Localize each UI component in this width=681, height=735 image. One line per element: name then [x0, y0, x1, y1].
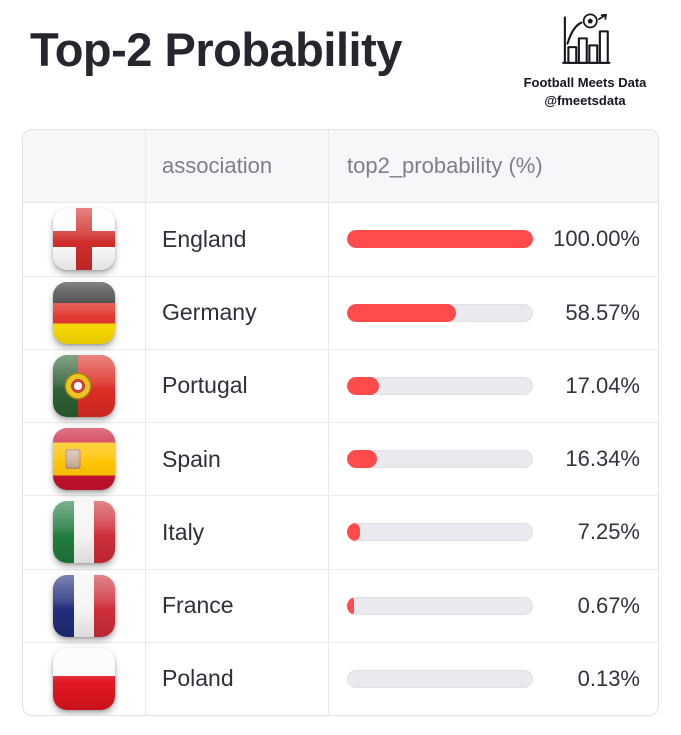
- probability-column-label: top2_probability (%): [347, 153, 543, 179]
- association-name: Italy: [162, 518, 205, 545]
- probability-value: 100.00%: [553, 226, 640, 252]
- bar-chart-football-icon: [562, 13, 611, 64]
- england-flag-icon: [53, 208, 115, 271]
- association-cell: England: [146, 203, 329, 276]
- germany-flag-icon: [53, 281, 115, 344]
- poland-flag-icon: [53, 647, 115, 710]
- probability-bar-track: [347, 669, 533, 688]
- flag-cell: [23, 496, 146, 569]
- france-flag-icon: [53, 574, 115, 637]
- probability-bar-fill: [347, 230, 533, 249]
- brand-name: Football Meets Data: [523, 75, 647, 90]
- probability-table: association top2_probability (%) England…: [22, 129, 659, 716]
- italy-flag-icon: [53, 501, 115, 564]
- flag-cell: [23, 349, 146, 422]
- association-name: France: [162, 592, 234, 619]
- association-name: Germany: [162, 299, 257, 326]
- flag-cell: [23, 203, 146, 276]
- table-row: France 0.67%: [23, 569, 658, 643]
- probability-cell: 0.67%: [329, 570, 658, 642]
- association-name: Spain: [162, 445, 221, 472]
- association-name: England: [162, 225, 247, 252]
- probability-cell: 0.13%: [329, 643, 658, 715]
- table-row: Portugal 17.04%: [23, 349, 658, 423]
- table-header-row: association top2_probability (%): [23, 130, 658, 204]
- association-name: Portugal: [162, 372, 248, 399]
- portugal-flag-icon: [53, 354, 115, 417]
- probability-bar-fill: [347, 450, 378, 469]
- probability-bar-track: [347, 523, 533, 542]
- header-probability-column: top2_probability (%): [329, 130, 658, 202]
- association-column-label: association: [162, 153, 273, 179]
- header-flag-column: [23, 130, 146, 203]
- association-cell: Spain: [146, 423, 329, 496]
- flag-cell: [23, 423, 146, 496]
- probability-bar-track: [347, 450, 533, 469]
- probability-bar-fill: [347, 303, 456, 322]
- probability-bar-track: [347, 230, 533, 249]
- brand-block: Football Meets Data @fmeetsdata: [500, 12, 670, 109]
- probability-cell: 100.00%: [329, 203, 658, 275]
- association-cell: France: [146, 569, 329, 642]
- brand-handle: @fmeetsdata: [544, 92, 626, 108]
- probability-bar-fill: [347, 596, 354, 615]
- association-name: Poland: [162, 665, 234, 692]
- table-row: Poland 0.13%: [23, 642, 658, 715]
- association-cell: Germany: [146, 276, 329, 349]
- flag-cell: [23, 276, 146, 349]
- probability-cell: 58.57%: [329, 277, 658, 349]
- probability-cell: 16.34%: [329, 423, 658, 495]
- probability-cell: 7.25%: [329, 496, 658, 568]
- probability-bar-track: [347, 376, 533, 395]
- table-row: Spain 16.34%: [23, 423, 658, 497]
- probability-value: 0.13%: [577, 665, 640, 691]
- probability-value: 16.34%: [565, 446, 640, 472]
- table-row: England 100.00%: [23, 203, 658, 277]
- probability-bar-fill: [347, 376, 379, 395]
- probability-bar-track: [347, 303, 533, 322]
- spain-flag-icon: [53, 428, 115, 491]
- probability-bar-fill: [347, 523, 361, 542]
- association-cell: Italy: [146, 496, 329, 569]
- probability-cell: 17.04%: [329, 350, 658, 422]
- probability-value: 0.67%: [577, 592, 640, 618]
- flag-cell: [23, 569, 146, 642]
- association-cell: Poland: [146, 642, 329, 715]
- association-cell: Portugal: [146, 349, 329, 422]
- table-row: Italy 7.25%: [23, 496, 658, 570]
- page-title: Top-2 Probability: [30, 23, 402, 76]
- probability-value: 58.57%: [565, 299, 640, 325]
- header-association-column: association: [146, 130, 329, 203]
- flag-cell: [23, 642, 146, 715]
- table-row: Germany 58.57%: [23, 276, 658, 350]
- probability-bar-track: [347, 596, 533, 615]
- probability-value: 7.25%: [577, 519, 640, 545]
- probability-value: 17.04%: [565, 372, 640, 398]
